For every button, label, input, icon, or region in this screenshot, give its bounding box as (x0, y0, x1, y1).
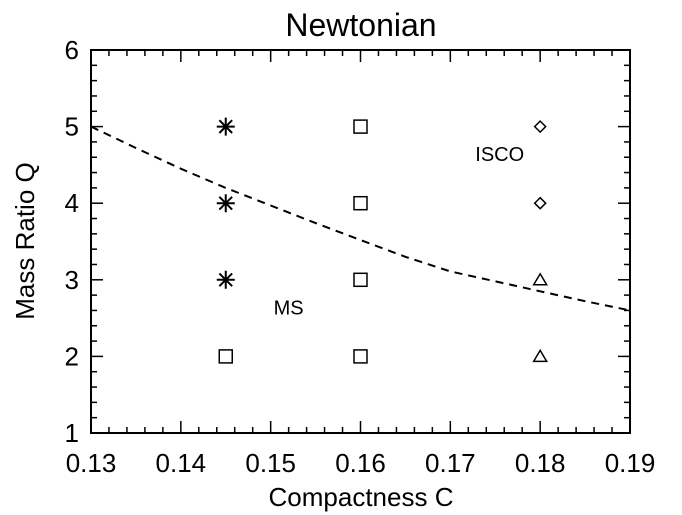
asterisk-marker (216, 117, 235, 136)
x-tick-labels: 0.13 0.14 0.15 0.16 0.17 0.18 0.19 (66, 448, 656, 478)
chart-title: Newtonian (285, 7, 436, 43)
annotation-isco: ISCO (475, 144, 524, 166)
square-marker (218, 349, 233, 364)
axis-ticks (90, 49, 631, 434)
x-tick-label: 0.13 (66, 448, 117, 478)
y-tick-label: 2 (65, 341, 79, 371)
asterisk-marker (216, 270, 235, 289)
asterisk-marker (216, 194, 235, 213)
data-points (216, 117, 548, 364)
isco-ms-boundary-dashed-line (90, 125, 631, 312)
region-annotations: ISCO MS (274, 144, 525, 319)
diamond-marker (533, 120, 547, 134)
y-tick-label: 3 (65, 265, 79, 295)
annotation-ms: MS (274, 297, 304, 319)
square-marker (353, 272, 368, 288)
square-marker (353, 349, 368, 364)
x-tick-label: 0.15 (245, 448, 296, 478)
x-tick-label: 0.18 (515, 448, 566, 478)
y-tick-label: 1 (65, 418, 79, 448)
y-tick-label: 6 (65, 35, 79, 65)
y-axis-label: Mass Ratio Q (10, 162, 40, 320)
square-marker (353, 195, 368, 211)
y-tick-label: 4 (65, 188, 79, 218)
diamond-marker (533, 196, 547, 210)
x-tick-label: 0.14 (156, 448, 207, 478)
square-marker (353, 119, 368, 134)
y-tick-labels: 1 2 3 4 5 6 (65, 35, 79, 448)
triangle-marker (532, 272, 548, 286)
triangle-marker (532, 348, 548, 363)
x-axis-label: Compactness C (269, 482, 454, 512)
y-tick-label: 5 (65, 112, 79, 142)
x-tick-label: 0.16 (335, 448, 386, 478)
x-tick-label: 0.17 (425, 448, 476, 478)
x-tick-label: 0.19 (605, 448, 656, 478)
plot-frame (90, 49, 631, 434)
